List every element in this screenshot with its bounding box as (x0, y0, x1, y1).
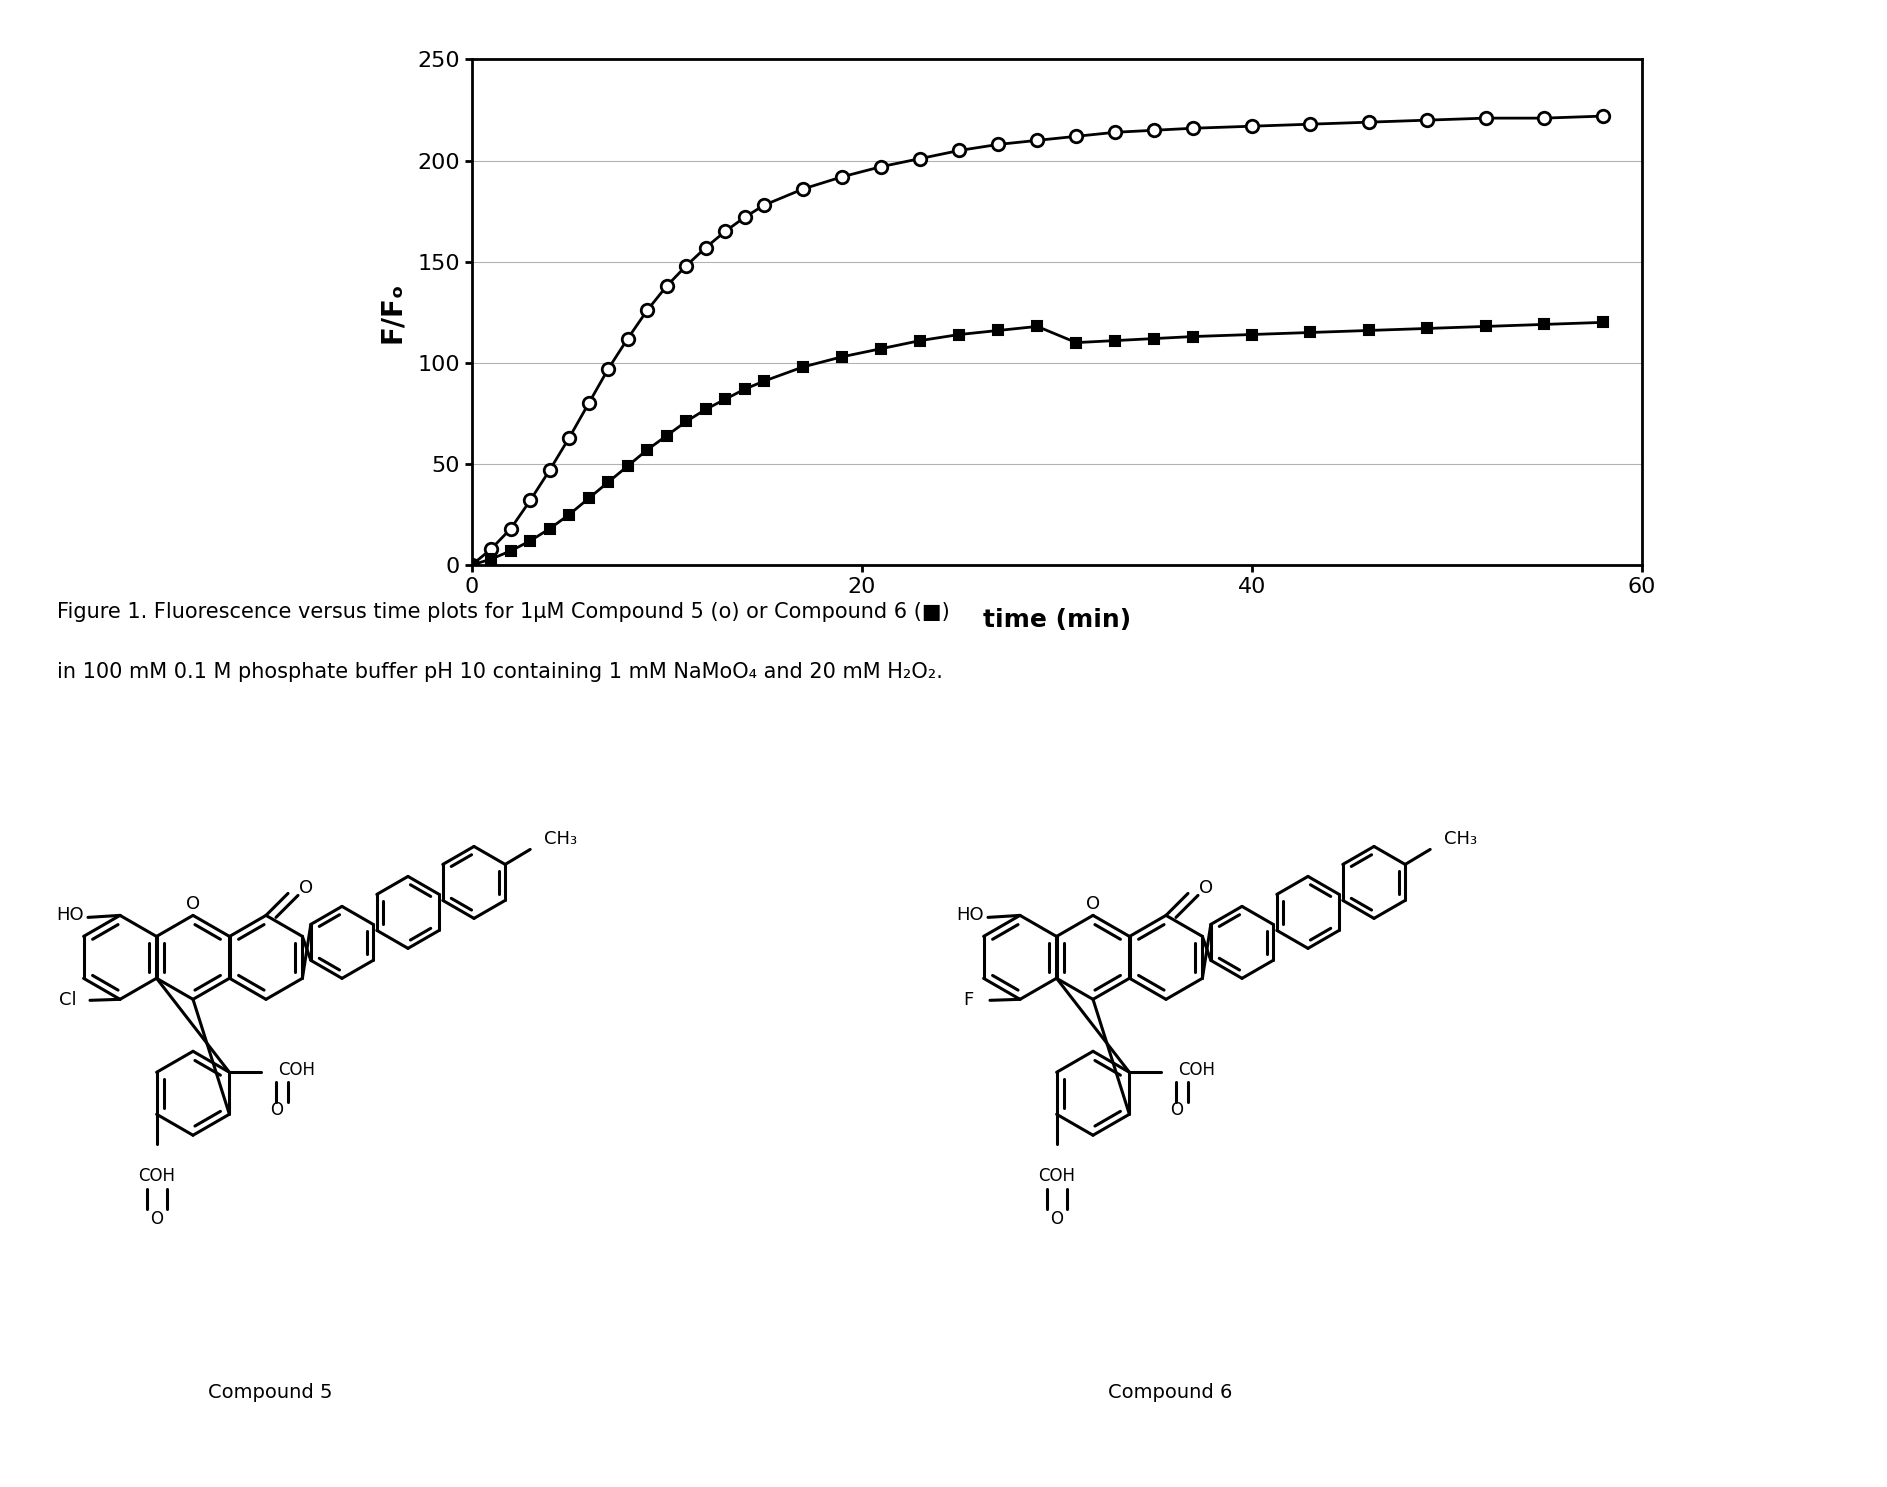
X-axis label: time (min): time (min) (983, 608, 1130, 632)
Text: O: O (151, 1210, 162, 1228)
Text: O: O (298, 879, 313, 897)
Text: COH: COH (277, 1062, 315, 1080)
Text: O: O (1085, 895, 1100, 913)
Text: O: O (1051, 1210, 1062, 1228)
Text: O: O (1198, 879, 1213, 897)
Text: O: O (187, 895, 200, 913)
Text: HO: HO (957, 907, 983, 925)
Text: Figure 1. Fluorescence versus time plots for 1μM Compound 5 (o) or Compound 6 (■: Figure 1. Fluorescence versus time plots… (57, 602, 949, 622)
Text: O: O (1170, 1102, 1183, 1120)
Text: COH: COH (1038, 1167, 1076, 1185)
Text: in 100 mM 0.1 M phosphate buffer pH 10 containing 1 mM NaMoO₄ and 20 mM H₂O₂.: in 100 mM 0.1 M phosphate buffer pH 10 c… (57, 662, 942, 681)
Text: CH₃: CH₃ (543, 830, 577, 849)
Text: O: O (270, 1102, 283, 1120)
Text: COH: COH (138, 1167, 175, 1185)
Text: Compound 6: Compound 6 (1108, 1383, 1232, 1402)
Text: Cl: Cl (58, 992, 77, 1010)
Text: HO: HO (57, 907, 83, 925)
Text: CH₃: CH₃ (1444, 830, 1478, 849)
Text: COH: COH (1177, 1062, 1215, 1080)
Text: F: F (962, 992, 974, 1010)
Text: Compound 5: Compound 5 (208, 1383, 332, 1402)
Y-axis label: F/Fₒ: F/Fₒ (377, 281, 406, 343)
